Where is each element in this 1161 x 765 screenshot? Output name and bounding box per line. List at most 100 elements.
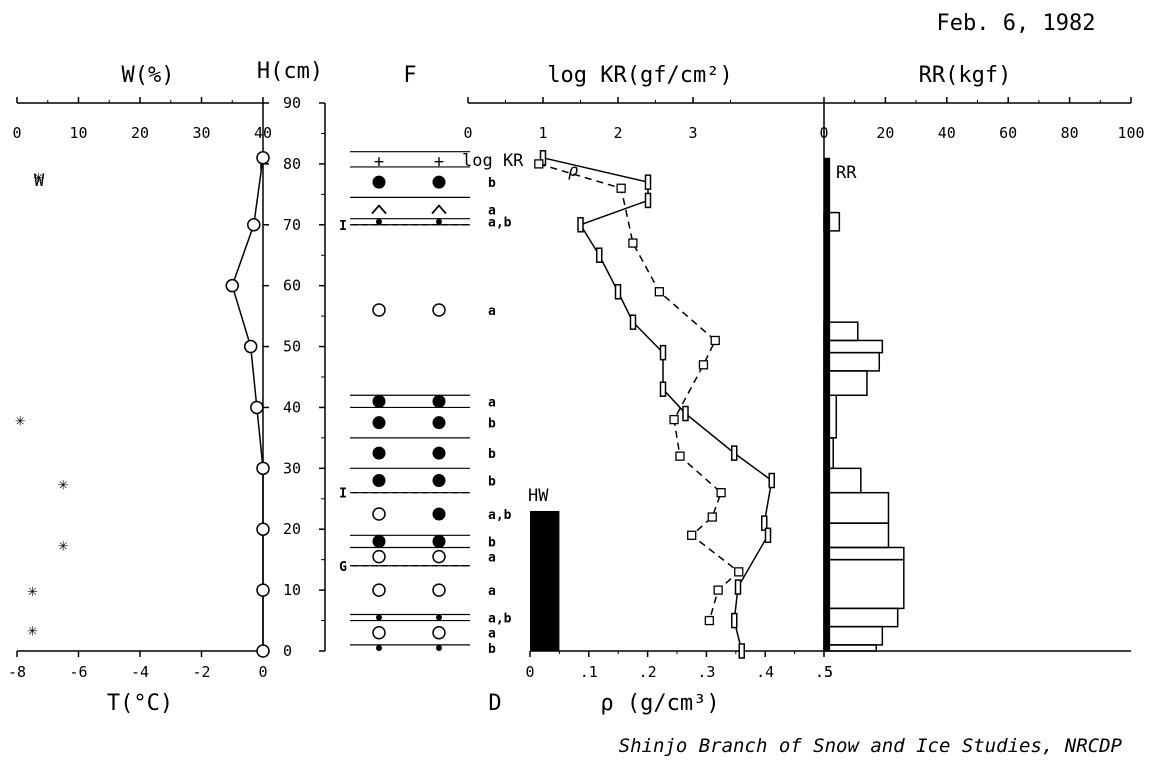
kr-point: [644, 174, 652, 190]
rr-bar: [823, 546, 905, 561]
grain-small-dot: [376, 614, 382, 621]
rho-point: [707, 512, 717, 522]
kr-axis-title: log KR(gf/cm²): [547, 63, 732, 88]
kr-tick-label: 0: [463, 124, 472, 142]
grain-type-code: b: [488, 417, 496, 432]
grain-type-code: b: [488, 535, 496, 550]
w-tick-label: 30: [192, 124, 210, 142]
w-point: ✳: [58, 475, 68, 495]
t-point: [243, 339, 258, 354]
rr-axis-title: RR(kgf): [919, 63, 1012, 88]
h-tick-label: 0: [283, 642, 292, 660]
grain-filled-circle: [432, 507, 446, 521]
grain-caret-symbol: [371, 204, 387, 215]
grain-type-code: a: [488, 204, 496, 219]
rho-axis-title: ρ (g/cm³): [600, 691, 719, 716]
grain-open-circle: [432, 625, 446, 640]
kr-point: [614, 284, 622, 300]
hw-label: HW: [528, 486, 549, 506]
grain-filled-circle: [432, 474, 446, 488]
grain-filled-circle: [372, 446, 386, 460]
credit-line: Shinjo Branch of Snow and Ice Studies, N…: [619, 735, 1123, 757]
t-point: [256, 151, 270, 165]
grain-type-code: a,b: [488, 216, 512, 231]
rr-bar: [824, 157, 831, 652]
rr-bar: [823, 491, 890, 524]
t-point: [256, 461, 270, 476]
grain-open-circle: [372, 507, 386, 521]
w-tick-label: 40: [254, 124, 272, 142]
grain-filled-circle: [432, 175, 446, 189]
rr-bar: [823, 522, 890, 549]
h-tick-label: 70: [283, 216, 301, 234]
rho-tick-label: 0: [525, 663, 534, 681]
rho-tick-label: .2: [639, 663, 657, 681]
rho-point: [616, 183, 626, 193]
grain-type-code: a: [488, 395, 496, 410]
h-tick-label: 40: [283, 398, 301, 416]
kr-point: [682, 405, 689, 422]
f-column-title: F: [403, 63, 416, 88]
kr-point: [659, 381, 667, 397]
grain-filled-circle: [372, 416, 386, 430]
rr-tick-label: 0: [819, 124, 828, 142]
grain-open-circle: [372, 549, 386, 564]
rho-point: [698, 360, 709, 370]
h-tick-label: 20: [283, 520, 301, 538]
grain-filled-circle: [432, 446, 446, 460]
rr-bar: [823, 370, 868, 397]
grain-small-dot: [376, 644, 382, 651]
grain-type-code: a: [488, 551, 496, 566]
kr-point: [577, 217, 584, 233]
grain-small-dot: [436, 644, 442, 651]
rr-bar: [823, 644, 877, 652]
w-series-label: W: [34, 171, 45, 191]
t-point: [256, 522, 270, 536]
h-tick-label: 80: [283, 155, 301, 173]
rho-end-tick-label: .5: [815, 663, 833, 681]
grain-type-code: a,b: [488, 612, 512, 627]
w-point: ✳: [33, 167, 43, 187]
w-tick-label: 10: [69, 124, 87, 142]
rr-tick-label: 60: [999, 124, 1017, 142]
h-tick-label: 90: [283, 94, 301, 112]
rho-point: [710, 335, 720, 346]
hw-bar: [530, 510, 560, 651]
rho-tick-label: .5: [815, 663, 833, 681]
dynamic-marks: 0 10 20 30 40-8 -6 -4 -2 00102030405060708090✳✳✳…: [8, 94, 1145, 681]
rho-point: [704, 615, 714, 626]
rho-point: [628, 238, 638, 248]
grain-type-code: b: [488, 642, 496, 657]
w-point: ✳: [27, 621, 37, 641]
grain-caret-symbol: [431, 204, 447, 215]
grain-open-circle: [432, 549, 446, 564]
grain-open-circle: [432, 583, 446, 597]
w-tick-label: 20: [131, 124, 149, 142]
grain-small-dot: [376, 218, 382, 225]
grain-type-code: b: [488, 176, 496, 191]
kr-series-label: log KR: [462, 151, 524, 171]
kr-point: [596, 247, 603, 263]
h-tick-label: 10: [283, 581, 301, 599]
rho-profile-line: [538, 163, 740, 621]
rr-tick-label: 40: [938, 124, 956, 142]
date-label: Feb. 6, 1982: [937, 11, 1096, 36]
rr-tick-label: 80: [1061, 124, 1079, 142]
kr-point: [659, 344, 667, 361]
kr-point: [731, 612, 738, 629]
grain-filled-circle: [432, 416, 446, 430]
grain-open-circle: [432, 303, 446, 317]
rr-tick-label: 100: [1117, 124, 1144, 142]
rho-point: [534, 159, 544, 169]
rho-point: [713, 585, 723, 595]
kr-tick-label: 3: [688, 124, 697, 142]
grain-type-code: b: [488, 475, 496, 490]
kr-point: [731, 445, 738, 461]
rr-series-label: RR: [836, 163, 857, 183]
grain-plus-symbol: +: [434, 152, 444, 172]
grain-type-code: a: [488, 584, 496, 599]
rr-bar: [823, 351, 881, 372]
kr-point: [734, 579, 742, 595]
rr-bar: [823, 558, 905, 610]
rho-point: [669, 414, 679, 425]
